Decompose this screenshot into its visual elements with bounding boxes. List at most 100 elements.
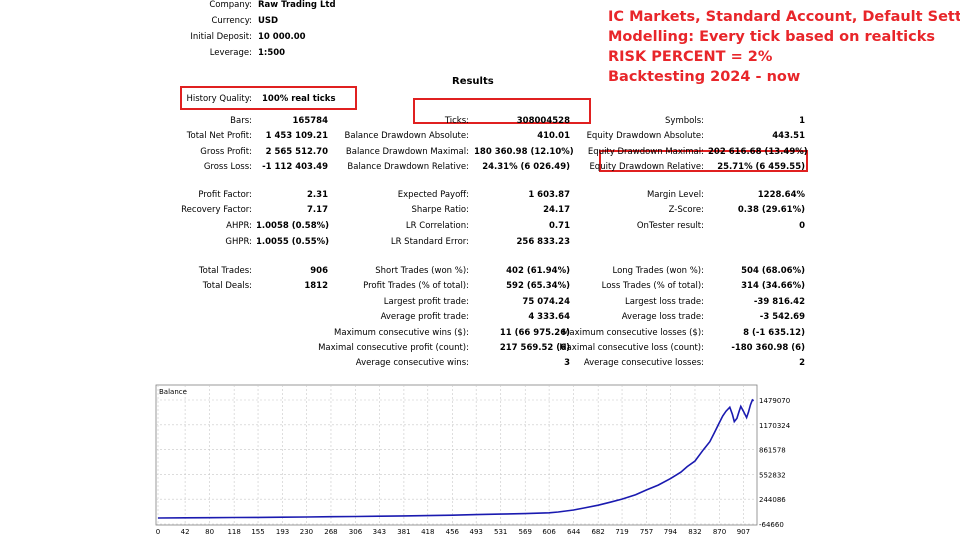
col2-label: Maximal consecutive profit (count):: [318, 343, 469, 353]
col3-value: 0.38 (29.61%): [737, 205, 805, 215]
balance-line: [157, 398, 755, 519]
col3-label: Loss Trades (% of total):: [601, 281, 704, 291]
note-line-2: Modelling: Every tick based on realticks: [608, 29, 935, 45]
col2-value: 592 (65.34%): [506, 281, 570, 291]
x-tick-label: 343: [373, 528, 386, 536]
deposit-value: 10 000.00: [258, 32, 306, 42]
highlight-history-quality: [180, 86, 357, 110]
col2-label: Balance Drawdown Relative:: [347, 162, 469, 172]
col2-value: 24.31% (6 026.49): [482, 162, 570, 172]
col3-label: Maximal consecutive loss (count):: [559, 343, 704, 353]
col2-label: Profit Trades (% of total):: [363, 281, 469, 291]
col3-value: 8 (-1 635.12): [743, 328, 805, 338]
col1-label: Profit Factor:: [198, 190, 252, 200]
y-tick-label: -64660: [759, 521, 784, 529]
col3-value: -3 542.69: [759, 312, 805, 322]
col3-label: OnTester result:: [636, 221, 704, 231]
col2-value: 256 833.23: [516, 237, 570, 247]
col3-value: 443.51: [772, 131, 805, 141]
results-title: Results: [452, 76, 494, 87]
col2-label: Expected Payoff:: [397, 190, 469, 200]
col1-label: Gross Loss:: [203, 162, 252, 172]
note-line-3: RISK PERCENT = 2%: [608, 49, 773, 65]
y-tick-label: 1170324: [759, 422, 791, 430]
col1-label: Gross Profit:: [200, 147, 252, 157]
y-tick-label: 1479070: [759, 397, 790, 405]
x-tick-label: 531: [494, 528, 507, 536]
col1-value: 2.31: [307, 190, 328, 200]
col3-value: 2: [799, 358, 805, 368]
x-tick-label: 0: [156, 528, 160, 536]
y-tick-label: 552832: [759, 471, 786, 479]
col1-value: 906: [310, 266, 328, 276]
col1-value: -1 112 403.49: [262, 162, 328, 172]
x-tick-label: 606: [542, 528, 556, 536]
col2-value: 75 074.24: [522, 297, 570, 307]
col1-label: GHPR:: [225, 237, 252, 247]
col1-label: Bars:: [230, 116, 252, 126]
highlight-ticks: [413, 98, 591, 124]
chart-plot-area: [155, 384, 758, 526]
x-tick-label: 155: [251, 528, 264, 536]
x-tick-label: 193: [276, 528, 289, 536]
col3-value: -180 360.98 (6): [731, 343, 805, 353]
col2-label: Balance Drawdown Absolute:: [344, 131, 469, 141]
col1-value: 7.17: [307, 205, 328, 215]
col2-label: Maximum consecutive wins ($):: [334, 328, 469, 338]
col3-label: Margin Level:: [646, 190, 704, 200]
company-label: Company:: [209, 0, 252, 10]
company-value: Raw Trading Ltd: [258, 0, 336, 10]
col1-value: 165784: [292, 116, 329, 126]
x-tick-label: 306: [349, 528, 363, 536]
note-line-1: IC Markets, Standard Account, Default Se…: [608, 9, 960, 25]
currency-value: USD: [258, 16, 279, 26]
col2-value: 217 569.52 (6): [499, 343, 570, 353]
x-tick-label: 569: [519, 528, 532, 536]
note-line-4: Backtesting 2024 - now: [608, 69, 801, 85]
col3-value: 504 (68.06%): [741, 266, 805, 276]
col3-value: 202 616.68 (13.49%): [708, 147, 808, 157]
x-axis-ticks: 0 42 80 118 155 193 230 268 306 343 381 418 456 493 53…: [156, 528, 750, 536]
col2-value: 3: [564, 358, 570, 368]
y-tick-label: 861578: [759, 447, 786, 455]
col2-label: Balance Drawdown Maximal:: [345, 147, 469, 157]
currency-label: Currency:: [211, 16, 252, 26]
leverage-value: 1:500: [258, 48, 286, 58]
col3-label: Maximum consecutive losses ($):: [562, 328, 704, 338]
col3-value: 1: [799, 116, 805, 126]
col3-value: 1228.64%: [757, 190, 805, 200]
col2-label: Largest profit trade:: [383, 297, 469, 307]
col3-value: 314 (34.66%): [741, 281, 805, 291]
col1-value: 1.0055 (0.55%): [256, 237, 330, 247]
col2-label: Average consecutive wins:: [355, 358, 469, 368]
col3-label: Z-Score:: [668, 205, 704, 215]
leverage-label: Leverage:: [209, 48, 252, 58]
chart-grid: [156, 385, 757, 525]
x-tick-label: 644: [567, 528, 581, 536]
col2-label: Ticks:: [444, 116, 469, 126]
col3-label: Average consecutive losses:: [583, 358, 704, 368]
balance-chart: Balance 1479070 1170324 861578 552832 244086…: [155, 384, 791, 536]
highlight-equity-drawdown-relative: [599, 150, 808, 172]
col1-value: 2 565 512.70: [265, 147, 328, 157]
col2-value: 11 (66 975.26): [499, 328, 570, 338]
col1-label: Total Net Profit:: [186, 131, 252, 141]
x-tick-label: 456: [446, 528, 460, 536]
x-tick-label: 870: [713, 528, 726, 536]
y-tick-label: 244086: [759, 496, 786, 504]
col1-label: AHPR:: [226, 221, 252, 231]
x-tick-label: 80: [205, 528, 214, 536]
col2-label: Sharpe Ratio:: [411, 205, 470, 215]
col2-value: 1 603.87: [528, 190, 570, 200]
history-quality-value: 100% real ticks: [262, 94, 336, 104]
col3-label: Largest loss trade:: [624, 297, 704, 307]
y-axis-ticks: 1479070 1170324 861578 552832 244086 -64660: [759, 397, 791, 529]
col2-value: 410.01: [537, 131, 570, 141]
col1-label: Recovery Factor:: [181, 205, 252, 215]
x-tick-label: 493: [469, 528, 482, 536]
x-tick-label: 719: [615, 528, 628, 536]
col2-value: 0.71: [549, 221, 570, 231]
x-tick-label: 118: [227, 528, 240, 536]
col1-label: Total Deals:: [202, 281, 252, 291]
col3-label: Equity Drawdown Absolute:: [586, 131, 704, 141]
